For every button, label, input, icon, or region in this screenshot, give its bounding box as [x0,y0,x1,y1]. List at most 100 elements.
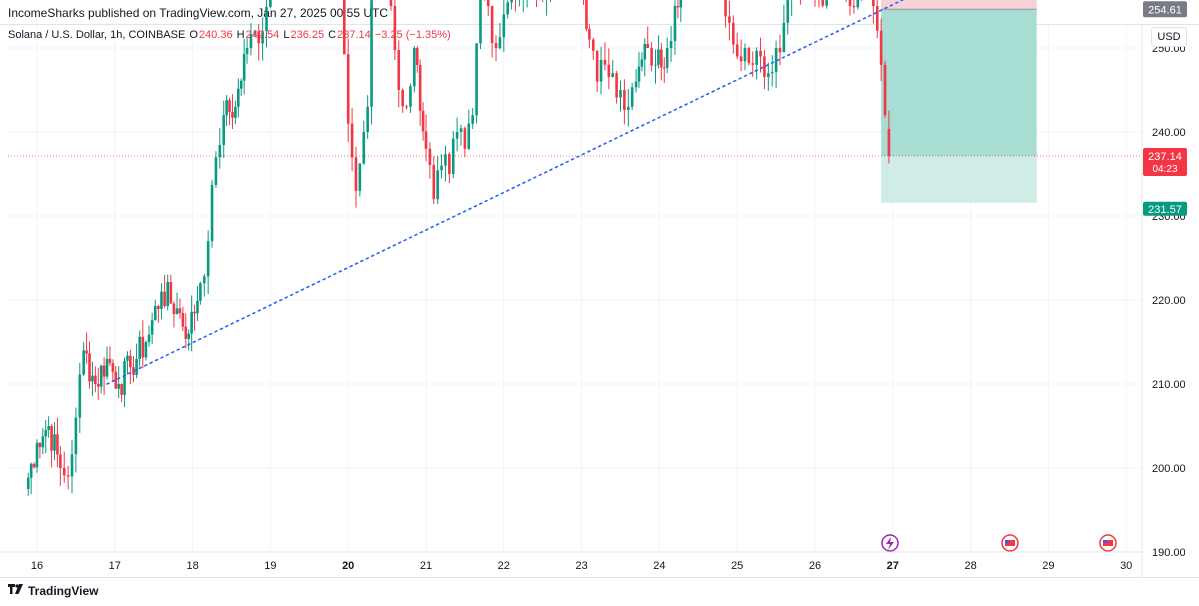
stop-loss-zone [881,0,1037,10]
us-event-2 [1099,534,1117,552]
legend-close-key: C [328,29,337,41]
candle-body [405,106,408,108]
candle-body [724,0,727,17]
candle-body [409,86,412,107]
candle-body [35,442,39,468]
candle-body [623,90,626,111]
candle-body [242,54,246,81]
candle-body [883,64,887,116]
candle-body [743,48,747,62]
currency-selector[interactable]: USD [1151,27,1187,47]
candle-body [770,71,774,74]
candle-body [88,353,91,382]
candle-body [175,308,179,315]
candle-body [350,123,354,158]
position-zones [881,0,1037,203]
candle-body [135,358,138,375]
legend-low-key: L [283,29,290,41]
candle-body [887,128,891,157]
candle-body [637,66,641,82]
candle-body [679,0,683,8]
candle-body [346,54,350,124]
candle-body [102,365,106,377]
candle-body [428,148,432,166]
candle-body [62,468,66,476]
legend-high-key: H [236,29,245,41]
candle-body [206,241,210,277]
candle-body [138,336,141,359]
tradingview-logo-icon [8,584,23,594]
candle-body [78,374,82,418]
candle-body [848,0,852,6]
x-tick-label: 16 [31,560,43,572]
candle-body [440,165,443,171]
legend-close: 237.14 [337,29,371,41]
candle-body [214,157,218,185]
candle-body [662,67,666,69]
legend-open: 240.36 [198,29,233,41]
flag-stripes [1005,540,1015,546]
profit-zone-filled [881,9,1037,157]
publish-bar: IncomeSharks published on TradingView.co… [0,0,1199,24]
candle-body [202,276,206,284]
candle-body [70,454,74,477]
candle-body [193,311,196,314]
candle-body [166,282,170,307]
candle-body [418,65,422,111]
x-tick-label: 27 [887,560,899,572]
x-tick-label: 18 [186,560,198,572]
candle-body [619,90,622,98]
candle-body [228,100,231,112]
candle-body [157,305,160,310]
candle-body [150,320,154,335]
candle-body [50,426,53,451]
candle-body [502,14,506,38]
candle-body [144,342,148,358]
candle-body [650,48,653,66]
candle-body [249,34,253,48]
candle-body [91,375,94,382]
candle-body [199,283,202,301]
candle-body [585,0,588,30]
candle-body [455,132,459,139]
x-tick-label: 29 [1042,560,1054,572]
candle-body [397,50,401,90]
candle-body [490,6,494,43]
candle-body [190,311,193,334]
candle-body [126,355,129,361]
candle-body [169,282,173,304]
candle-body [415,48,419,66]
candle-body [751,63,755,65]
candle-body [424,131,428,149]
candle-body [436,170,439,200]
candle-body [393,6,397,51]
flag-stripes [1103,540,1113,546]
candle-body [852,6,856,8]
candle-body [239,80,243,89]
flag-canton [1005,540,1009,543]
candle-body [163,291,166,307]
candle-body [595,50,599,82]
earnings-event [881,534,899,552]
current-price-tag: 237.14 [1148,151,1182,163]
target-price-tag: 231.57 [1148,204,1182,216]
event-icons [881,534,1117,552]
candle-body [66,475,70,477]
candle-body [53,434,56,451]
candle-body [451,138,455,174]
candle-body [269,0,272,7]
candle-body [413,48,416,87]
candle-body [825,0,828,6]
candle-body [389,0,393,7]
candle-body [588,29,591,40]
profit-zone-remaining [881,156,1037,203]
publish-line: IncomeSharks published on TradingView.co… [8,6,389,20]
x-tick-label: 26 [809,560,821,572]
footer-brand: TradingView [28,584,99,598]
y-tick-label: 210.00 [1152,379,1186,391]
legend-change: −3.25 (−1.35%) [374,29,451,41]
candle-body [856,0,860,8]
x-tick-label: 17 [109,560,121,572]
